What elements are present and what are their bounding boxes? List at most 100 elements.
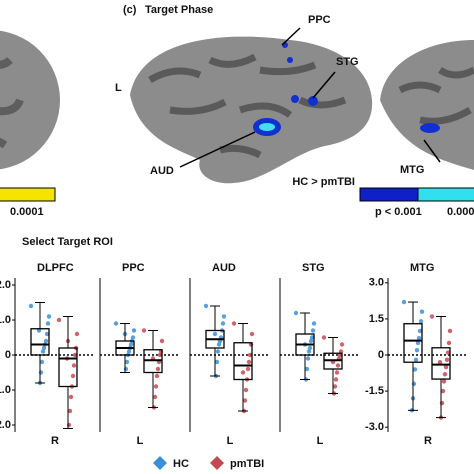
data-point bbox=[439, 400, 445, 406]
data-point bbox=[152, 394, 158, 400]
brain-left bbox=[0, 30, 60, 170]
data-point bbox=[332, 384, 338, 389]
data-point bbox=[413, 357, 419, 363]
data-point bbox=[203, 303, 209, 309]
data-point bbox=[415, 340, 421, 346]
y-tick-label: 1.5 bbox=[369, 313, 384, 325]
section-title: Select Target ROI bbox=[22, 236, 113, 248]
y-tick-label: 1.0 bbox=[0, 314, 11, 326]
data-point bbox=[70, 373, 76, 379]
data-point bbox=[66, 422, 72, 428]
region-label: STG bbox=[336, 56, 359, 68]
data-point bbox=[56, 317, 62, 323]
region-label: AUD bbox=[150, 165, 174, 177]
data-point bbox=[243, 387, 249, 393]
data-point bbox=[72, 352, 78, 358]
data-point bbox=[215, 349, 221, 354]
data-point bbox=[155, 366, 161, 372]
colorbar-tick: p < 0.001 bbox=[375, 206, 422, 218]
y-tick-label: 0 bbox=[378, 349, 384, 361]
region-label: MTG bbox=[400, 164, 424, 176]
colorbar-tick: 0.0001 bbox=[447, 206, 474, 218]
data-point bbox=[231, 321, 237, 326]
y-tick-label: 0 bbox=[5, 349, 11, 361]
data-point bbox=[43, 338, 49, 344]
data-point bbox=[246, 359, 252, 365]
brain-right bbox=[380, 40, 474, 170]
data-point bbox=[443, 364, 449, 370]
pointer-lines bbox=[179, 27, 441, 168]
data-point bbox=[216, 342, 222, 347]
legend-label: HC bbox=[173, 458, 189, 470]
y-tick-label: 2.0 bbox=[0, 279, 11, 291]
data-point bbox=[339, 342, 345, 347]
data-point bbox=[130, 335, 136, 340]
data-point bbox=[46, 314, 52, 319]
colorbar-tick: 0.0001 bbox=[10, 206, 44, 218]
data-point bbox=[71, 363, 77, 368]
y-tick-label: -1.5 bbox=[365, 385, 384, 397]
data-point bbox=[444, 357, 450, 363]
y-tick-label: -3.0 bbox=[365, 421, 384, 433]
brain-center bbox=[130, 36, 373, 184]
panel-label: (c) bbox=[123, 4, 137, 16]
data-point bbox=[335, 363, 341, 368]
figure-title: Target Phase bbox=[145, 4, 213, 16]
data-point bbox=[67, 408, 73, 414]
data-point bbox=[293, 310, 299, 316]
data-point bbox=[445, 350, 451, 355]
panel-title: STG bbox=[302, 262, 325, 274]
data-point bbox=[442, 372, 448, 377]
data-point bbox=[401, 299, 407, 305]
data-point bbox=[124, 359, 130, 365]
data-point bbox=[44, 331, 50, 337]
data-point bbox=[113, 321, 119, 326]
data-point bbox=[338, 349, 344, 354]
data-point bbox=[247, 352, 253, 358]
panel-title: PPC bbox=[122, 262, 145, 274]
x-label: L bbox=[227, 435, 234, 447]
colorbar-label: HC > pmTBI bbox=[292, 176, 355, 188]
data-point bbox=[126, 349, 132, 354]
data-point bbox=[40, 349, 46, 354]
data-point bbox=[38, 370, 44, 375]
colorbar bbox=[359, 187, 419, 202]
data-point bbox=[221, 314, 227, 319]
data-point bbox=[141, 328, 147, 333]
data-point bbox=[437, 360, 443, 365]
legend-label: pmTBI bbox=[230, 458, 264, 470]
data-point bbox=[212, 331, 218, 337]
panel-title: DLPFC bbox=[37, 262, 74, 274]
data-point bbox=[333, 377, 339, 382]
data-point bbox=[307, 345, 313, 351]
x-label: R bbox=[424, 435, 432, 447]
data-point bbox=[28, 303, 34, 309]
y-tick-label: -1.0 bbox=[0, 384, 11, 396]
data-point bbox=[154, 373, 160, 379]
box bbox=[403, 323, 423, 363]
y-tick-label: -2.0 bbox=[0, 419, 11, 431]
data-point bbox=[123, 366, 129, 372]
panel-title: AUD bbox=[212, 262, 236, 274]
data-point bbox=[416, 335, 422, 341]
hemisphere-label: L bbox=[115, 82, 122, 94]
data-point bbox=[249, 331, 255, 337]
x-label: L bbox=[137, 435, 144, 447]
data-point bbox=[309, 335, 315, 340]
box bbox=[58, 347, 78, 388]
x-label: L bbox=[317, 435, 324, 447]
data-point bbox=[220, 321, 226, 326]
legend-marker bbox=[153, 456, 167, 470]
data-point bbox=[214, 359, 220, 365]
data-point bbox=[419, 309, 425, 314]
y-tick-label: 3.0 bbox=[369, 277, 384, 289]
data-point bbox=[446, 340, 452, 346]
data-point bbox=[159, 338, 165, 344]
data-point bbox=[45, 321, 51, 326]
colorbar bbox=[0, 187, 56, 202]
data-point bbox=[131, 328, 137, 333]
legend-marker bbox=[210, 456, 224, 470]
x-label: R bbox=[51, 435, 59, 447]
data-point bbox=[412, 367, 418, 372]
